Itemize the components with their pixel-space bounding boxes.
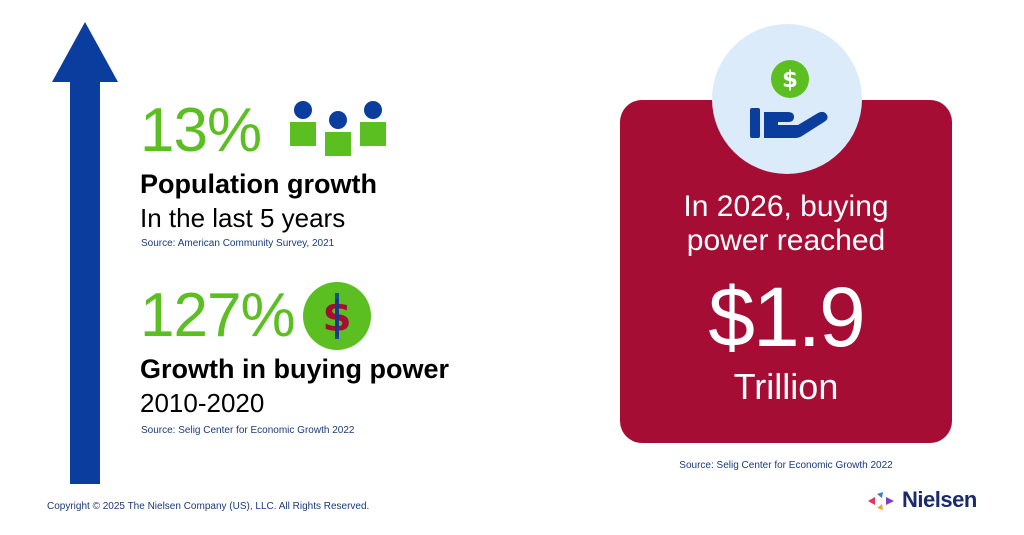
copyright-notice: Copyright © 2025 The Nielsen Company (US… — [47, 501, 370, 512]
population-growth-source: Source: American Community Survey, 2021 — [141, 238, 335, 249]
card-unit: Trillion — [733, 366, 839, 407]
nielsen-logo-icon — [868, 492, 894, 510]
population-growth-subtitle: In the last 5 years — [140, 203, 346, 233]
buying-power-source: Source: Selig Center for Economic Growth… — [141, 425, 355, 436]
nielsen-logo-text: Nielsen — [902, 487, 977, 512]
up-arrow-icon — [52, 22, 118, 484]
hand-holding-dollar-icon: $ — [750, 60, 828, 138]
dollar-coin-icon: $ — [303, 282, 371, 350]
people-group-icon — [290, 101, 386, 156]
card-line-2: power reached — [686, 224, 886, 257]
buying-power-subtitle: 2010-2020 — [140, 388, 265, 418]
svg-text:$: $ — [782, 67, 798, 93]
card-amount: $1.9 — [708, 270, 866, 364]
icon-circle — [712, 24, 862, 174]
buying-power-title: Growth in buying power — [140, 354, 449, 384]
population-growth-title: Population growth — [140, 169, 377, 199]
card-line-1: In 2026, buying — [683, 190, 889, 223]
buying-power-percent: 127% — [140, 281, 296, 350]
population-growth-percent: 13% — [140, 96, 262, 165]
card-source: Source: Selig Center for Economic Growth… — [679, 460, 893, 471]
